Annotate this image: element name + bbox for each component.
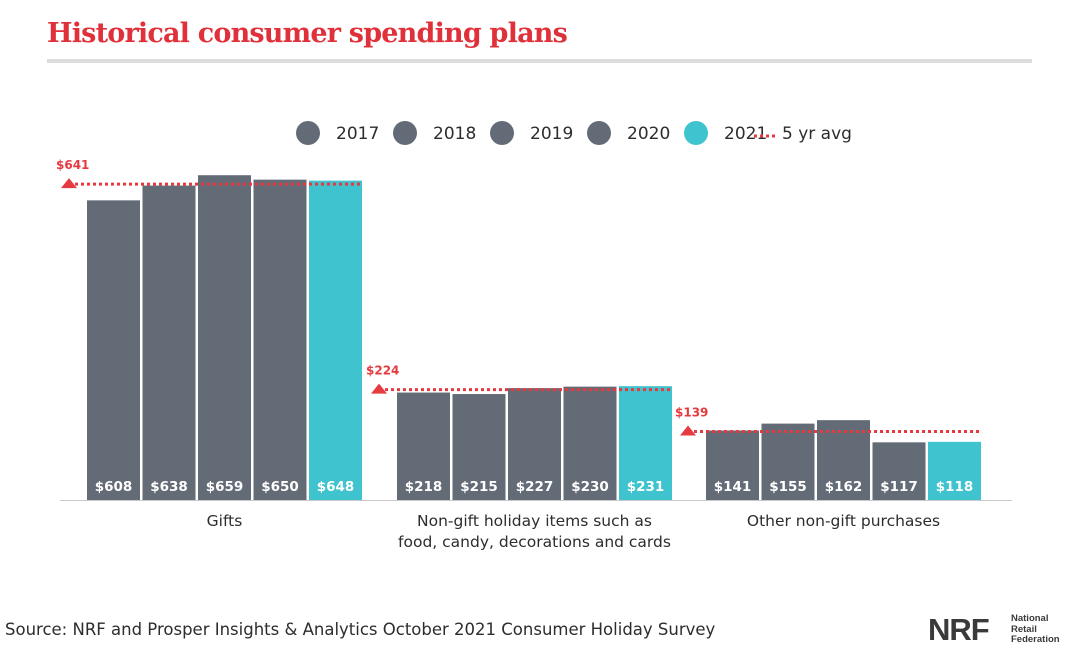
logo-name-line: National bbox=[1011, 613, 1049, 624]
bar-value-label: $155 bbox=[769, 479, 807, 495]
logo-name-line: Federation bbox=[1011, 634, 1060, 645]
bar-2017 bbox=[87, 200, 140, 501]
logo-mark: NRF bbox=[928, 612, 990, 647]
bar-value-label: $650 bbox=[261, 479, 299, 495]
average-value-label: $224 bbox=[366, 364, 399, 378]
bar-value-label: $117 bbox=[880, 479, 918, 495]
bar-value-label: $141 bbox=[714, 479, 752, 495]
bar-value-label: $215 bbox=[460, 479, 498, 495]
legend-label: 2017 bbox=[336, 124, 379, 144]
legend-swatch-2018 bbox=[393, 121, 417, 145]
bar-2020 bbox=[253, 179, 307, 500]
bar-value-label: $162 bbox=[825, 479, 863, 495]
legend-label: 5 yr avg bbox=[782, 124, 852, 144]
bar-2021 bbox=[309, 180, 362, 500]
source-note: Source: NRF and Prosper Insights & Analy… bbox=[5, 620, 716, 639]
legend-label: 2020 bbox=[627, 124, 670, 144]
logo-name: National Retail Federation bbox=[1011, 613, 1060, 646]
average-value-label: $641 bbox=[56, 158, 89, 172]
legend-swatch-2017 bbox=[296, 121, 320, 145]
bar-2019 bbox=[198, 175, 251, 500]
bar-value-label: $118 bbox=[936, 479, 974, 495]
bar-value-label: $218 bbox=[405, 479, 443, 495]
bar-value-label: $227 bbox=[516, 479, 554, 495]
legend-swatch-2021 bbox=[684, 121, 708, 145]
bar-2021 bbox=[619, 386, 672, 500]
bar-2019 bbox=[817, 420, 870, 500]
bar-2018 bbox=[452, 394, 506, 500]
average-value-label: $139 bbox=[675, 405, 708, 419]
category-label: Gifts bbox=[207, 512, 243, 530]
bar-value-label: $648 bbox=[317, 479, 355, 495]
bar-value-label: $230 bbox=[571, 479, 609, 495]
legend-label: 2021 bbox=[724, 124, 767, 144]
bar-value-label: $231 bbox=[627, 479, 665, 495]
bar-value-label: $638 bbox=[150, 479, 188, 495]
bar-2020 bbox=[563, 386, 617, 500]
bar-2017 bbox=[706, 430, 759, 500]
bar-2021 bbox=[928, 441, 981, 500]
bar-2017 bbox=[397, 392, 450, 500]
bar-chart: $608 $638 $659 $650 $648 $641 Gifts $218 $215 $22… bbox=[56, 121, 1012, 551]
average-marker bbox=[680, 425, 696, 436]
legend-label: 2019 bbox=[530, 124, 573, 144]
bar-2020 bbox=[872, 442, 926, 500]
category-label: food, candy, decorations and cards bbox=[398, 533, 671, 551]
category-label: Non-gift holiday items such as bbox=[417, 512, 652, 530]
bar-2018 bbox=[761, 423, 815, 500]
bar-2018 bbox=[142, 185, 196, 501]
logo-name-line: Retail bbox=[1011, 623, 1037, 635]
category-label: Other non-gift purchases bbox=[747, 512, 940, 530]
legend-swatch-2020 bbox=[587, 121, 611, 145]
bar-value-label: $608 bbox=[95, 479, 133, 495]
title-divider bbox=[47, 59, 1032, 63]
bar-value-label: $659 bbox=[206, 479, 244, 495]
legend-label: 2018 bbox=[433, 124, 476, 144]
average-marker bbox=[61, 178, 77, 189]
nrf-logo: NRF National Retail Federation bbox=[928, 612, 1068, 648]
average-marker bbox=[371, 383, 387, 394]
bar-2019 bbox=[508, 388, 561, 500]
legend-swatch-2019 bbox=[490, 121, 514, 145]
chart-title: Historical consumer spending plans bbox=[47, 18, 568, 49]
